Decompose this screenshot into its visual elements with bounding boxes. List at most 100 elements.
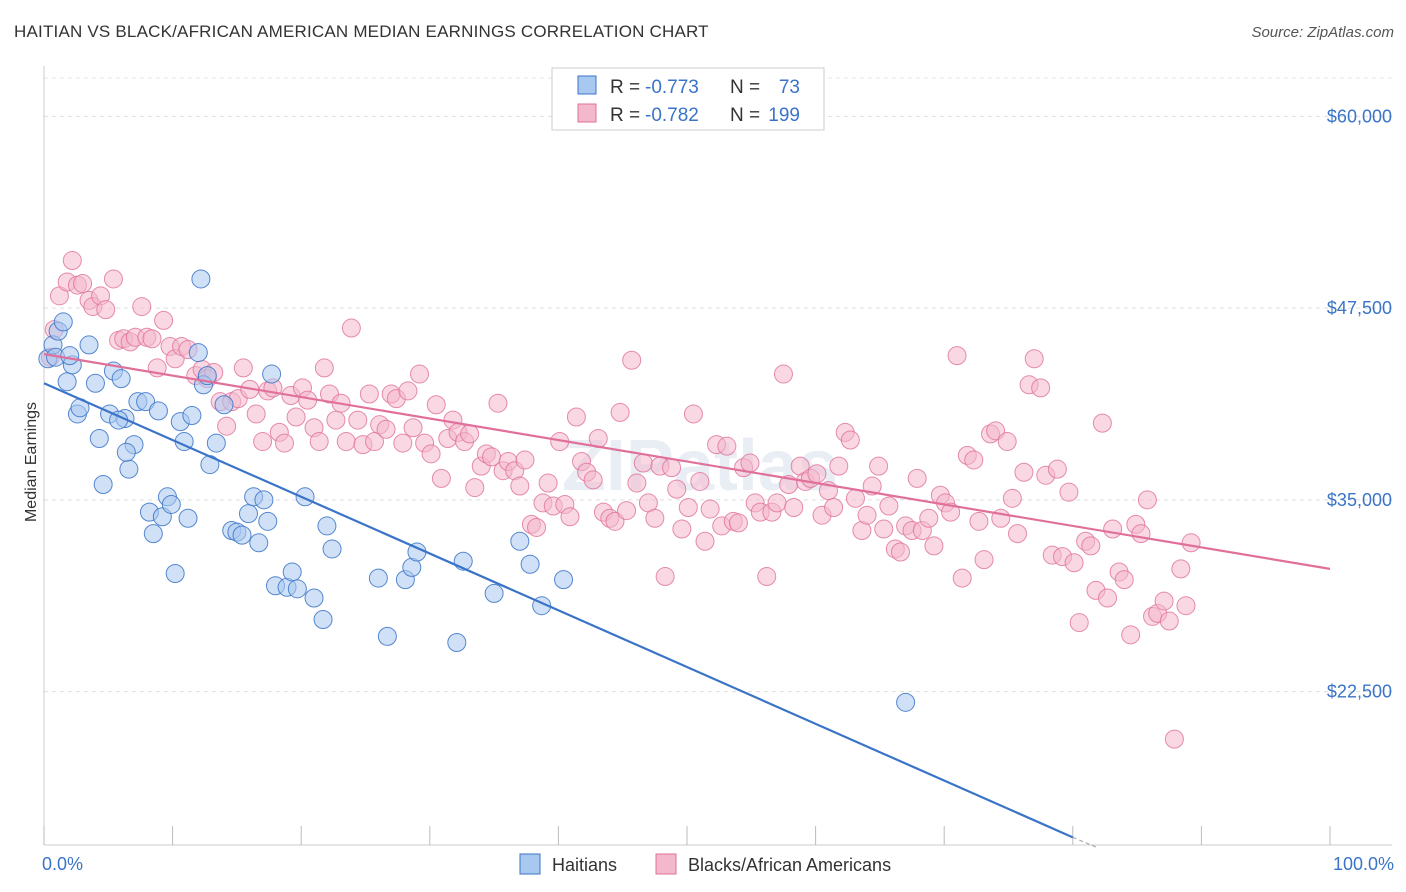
point-haitians-72 [116,442,136,462]
point-blacks-111 [672,519,692,539]
axes [43,66,1392,846]
point-blacks-126 [757,567,777,587]
point-blacks-184 [1081,536,1101,556]
point-blacks-74 [465,478,485,498]
point-blacks-129 [773,364,793,384]
point-haitians-54 [317,516,337,536]
bottom-legend-label-haitians: Haitians [552,855,617,875]
point-haitians-36 [206,433,226,453]
point-blacks-190 [1114,570,1134,590]
legend-n-value-1: 73 [779,77,800,98]
point-blacks-153 [907,468,927,488]
point-blacks-109 [662,458,682,478]
point-blacks-181 [1064,553,1084,573]
point-haitians-46 [262,364,282,384]
point-blacks-92 [566,407,586,427]
point-blacks-193 [1131,524,1151,544]
point-haitians-40 [232,525,252,545]
y-tick-label-1: $35,000 [1327,490,1392,510]
point-blacks-138 [824,498,844,518]
point-blacks-10 [96,300,116,320]
legend-n-label-1: N = [730,77,760,98]
point-blacks-146 [869,456,889,476]
bottom-legend: Haitians Blacks/African Americans [519,853,891,875]
point-blacks-139 [829,456,849,476]
point-haitians-4 [53,312,73,332]
point-haitians-52 [304,588,324,608]
point-blacks-156 [924,536,944,556]
trend-line-blacks [43,353,1331,570]
point-haitians-70 [60,346,80,366]
point-blacks-95 [583,470,603,490]
y-tick-labels: $22,500 $35,000 $47,500 $60,000 [1327,106,1392,701]
point-haitians-68 [896,692,916,712]
point-blacks-100 [610,402,630,422]
point-haitians-69 [191,269,211,289]
legend-r-label-1: R = [610,77,640,98]
point-blacks-170 [1002,488,1022,508]
point-blacks-85 [527,517,547,537]
point-blacks-201 [1176,596,1196,616]
bottom-legend-label-blacks: Blacks/African Americans [688,855,891,875]
bottom-legend-swatch-blacks [655,853,677,875]
point-haitians-45 [258,511,278,531]
point-blacks-169 [997,432,1017,452]
point-blacks-16 [132,297,152,317]
bottom-legend-swatch-haitians [519,853,541,875]
y-axis-label: Median Earnings [23,402,40,522]
point-blacks-159 [941,502,961,522]
point-haitians-55 [322,539,342,559]
point-blacks-141 [840,430,860,450]
point-blacks-73 [460,424,480,444]
point-blacks-103 [627,473,647,493]
point-blacks-62 [398,381,418,401]
point-haitians-67 [554,570,574,590]
point-haitians-5 [57,372,77,392]
point-blacks-42 [286,407,306,427]
point-haitians-20 [136,392,156,412]
point-blacks-78 [488,393,508,413]
point-blacks-145 [862,476,882,496]
point-blacks-101 [617,501,637,521]
point-blacks-116 [700,499,720,519]
point-blacks-148 [879,496,899,516]
point-blacks-175 [1031,378,1051,398]
point-blacks-114 [690,471,710,491]
point-blacks-178 [1047,459,1067,479]
point-haitians-37 [214,395,234,415]
trend-line-haitians-extension [1072,836,1099,849]
point-blacks-112 [678,498,698,518]
point-blacks-197 [1154,591,1174,611]
point-blacks-51 [336,432,356,452]
point-blacks-191 [1121,625,1141,645]
point-blacks-194 [1137,490,1157,510]
point-haitians-43 [249,533,269,553]
point-blacks-4 [62,251,82,271]
point-blacks-36 [253,432,273,452]
point-blacks-58 [376,419,396,439]
point-blacks-61 [393,433,413,453]
point-blacks-121 [728,513,748,533]
point-blacks-30 [217,416,237,436]
legend-box: R = -0.773 N = 73 R = -0.782 N = 199 [551,67,825,131]
y-tick-label-0: $22,500 [1327,682,1392,702]
point-haitians-27 [165,563,185,583]
point-haitians-63 [484,583,504,603]
point-haitians-11 [89,428,109,448]
point-blacks-40 [274,433,294,453]
point-blacks-180 [1059,482,1079,502]
point-blacks-66 [421,444,441,464]
point-blacks-119 [717,436,737,456]
point-blacks-147 [874,519,894,539]
legend-swatch-blacks [577,103,597,123]
point-blacks-200 [1171,559,1191,579]
point-blacks-18 [142,329,162,349]
point-blacks-113 [683,404,703,424]
point-haitians-23 [148,401,168,421]
point-blacks-11 [103,269,123,289]
point-blacks-131 [784,498,804,518]
point-haitians-41 [238,504,258,524]
legend-n-value-2: 199 [768,105,800,126]
point-blacks-160 [947,346,967,366]
